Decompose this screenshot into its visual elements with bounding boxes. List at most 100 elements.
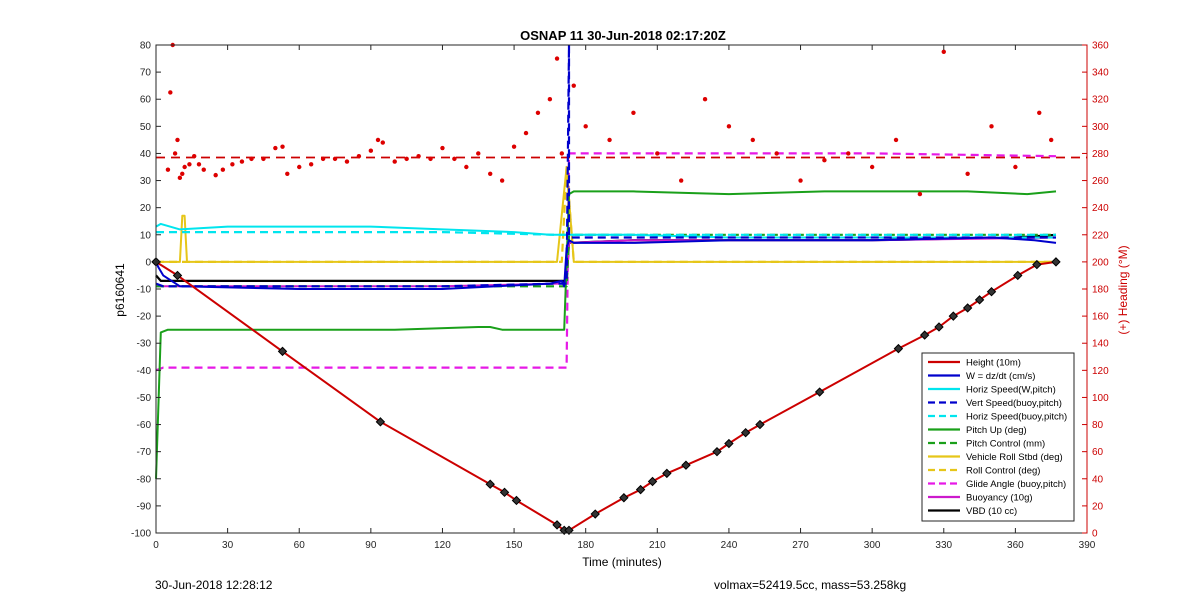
heading-point xyxy=(464,164,469,170)
series-line-1 xyxy=(155,236,1057,290)
y-tick-label-left: 10 xyxy=(140,230,152,241)
x-tick-label: 330 xyxy=(935,540,952,551)
height-marker xyxy=(919,330,930,340)
y-tick-label-right: 360 xyxy=(1092,41,1109,52)
height-marker xyxy=(277,346,288,357)
height-marker xyxy=(635,484,646,495)
heading-point xyxy=(175,137,180,143)
heading-point xyxy=(798,178,803,183)
height-marker xyxy=(712,446,722,457)
heading-point xyxy=(631,110,636,115)
y-tick-label-left: 60 xyxy=(140,95,152,106)
heading-point xyxy=(1013,164,1018,170)
y-tick-label-left: 40 xyxy=(140,149,152,160)
heading-point xyxy=(392,159,397,164)
heading-point xyxy=(571,83,576,88)
height-marker xyxy=(986,287,997,297)
y-tick-label-right: 60 xyxy=(1092,447,1104,458)
heading-point xyxy=(404,156,409,162)
series-line-7 xyxy=(156,166,1056,263)
y-tick-label-left: -30 xyxy=(137,339,152,350)
heading-point xyxy=(249,156,254,162)
heading-point xyxy=(180,171,185,176)
y-tick-label-right: 140 xyxy=(1092,339,1109,350)
y-tick-label-left: -70 xyxy=(137,447,152,458)
height-marker xyxy=(590,509,600,519)
x-tick-label: 180 xyxy=(577,540,594,551)
heading-point xyxy=(416,153,421,159)
legend-label: Roll Control (deg) xyxy=(966,466,1040,477)
heading-point xyxy=(428,156,433,162)
legend-label: Pitch Up (deg) xyxy=(966,425,1027,436)
x-tick-label: 210 xyxy=(649,540,666,551)
y-tick-label-right: 320 xyxy=(1092,95,1109,106)
footer-summary: volmax=52419.5cc, mass=53.258kg xyxy=(714,578,907,592)
heading-point xyxy=(822,158,827,163)
x-tick-label: 150 xyxy=(506,540,523,551)
y-tick-label-left: 30 xyxy=(140,176,152,187)
plot-area xyxy=(151,42,1087,535)
y-tick-label-right: 220 xyxy=(1092,230,1109,241)
legend: Height (10m) W = dz/dt (cm/s) Horiz Speed(… xyxy=(921,352,1075,522)
series-line-3 xyxy=(155,43,1056,288)
height-marker xyxy=(974,295,985,305)
x-tick-label: 360 xyxy=(1007,540,1024,551)
heading-point xyxy=(261,156,266,162)
heading-point xyxy=(655,151,660,156)
y-tick-label-right: 200 xyxy=(1092,257,1109,268)
heading-point xyxy=(547,97,553,102)
legend-label: Pitch Control (mm) xyxy=(966,439,1045,450)
heading-point xyxy=(774,151,779,156)
y-tick-label-right: 120 xyxy=(1092,366,1109,377)
heading-point xyxy=(511,144,517,149)
heading-point xyxy=(177,175,183,181)
legend-label: Buoyancy (10g) xyxy=(966,493,1033,504)
footer-timestamp: 30-Jun-2018 12:28:12 xyxy=(155,578,273,592)
heading-point xyxy=(499,178,505,183)
x-tick-label: 390 xyxy=(1079,540,1096,551)
x-tick-label: 270 xyxy=(792,540,809,551)
heading-point xyxy=(678,178,684,183)
height-marker xyxy=(934,322,944,332)
y-tick-label-right: 100 xyxy=(1092,393,1109,404)
heading-point xyxy=(168,90,173,95)
heading-point xyxy=(535,110,541,115)
chart-title: OSNAP 11 30-Jun-2018 02:17:20Z xyxy=(520,28,726,43)
y-tick-label-left: -40 xyxy=(137,366,152,377)
y-tick-label-right: 300 xyxy=(1092,122,1109,133)
legend-box xyxy=(921,352,1075,522)
height-marker xyxy=(962,303,973,313)
heading-point xyxy=(702,97,708,102)
heading-point xyxy=(285,171,290,176)
series-line-5 xyxy=(155,190,1057,479)
heading-point xyxy=(846,151,851,156)
heading-point xyxy=(308,162,314,167)
heading-point xyxy=(172,151,178,156)
y-tick-label-left: -10 xyxy=(137,285,152,296)
height-marker xyxy=(1032,259,1042,270)
heading-point xyxy=(191,153,197,159)
heading-point xyxy=(187,162,192,167)
heading-point xyxy=(239,159,245,164)
heading-point xyxy=(332,156,338,162)
height-marker xyxy=(172,270,183,281)
heading-point xyxy=(750,137,755,143)
height-marker xyxy=(485,479,495,489)
y-tick-label-left: -100 xyxy=(131,529,151,540)
legend-label: Glide Angle (buoy,pitch) xyxy=(966,479,1066,490)
heading-point xyxy=(220,167,226,172)
heading-point xyxy=(554,56,560,61)
heading-point xyxy=(165,167,171,172)
x-tick-label: 60 xyxy=(294,540,306,551)
heading-point xyxy=(726,124,732,129)
legend-label: Height (10m) xyxy=(966,358,1021,369)
legend-label: Vehicle Roll Stbd (deg) xyxy=(966,452,1063,463)
legend-label: Horiz Speed(buoy,pitch) xyxy=(966,412,1067,423)
height-marker xyxy=(893,343,904,354)
y-tick-label-left: -20 xyxy=(137,312,152,323)
y-tick-label-left: -90 xyxy=(137,501,152,512)
heading-point xyxy=(344,159,350,164)
y-tick-label-right: 20 xyxy=(1092,501,1104,512)
height-marker xyxy=(724,438,734,449)
